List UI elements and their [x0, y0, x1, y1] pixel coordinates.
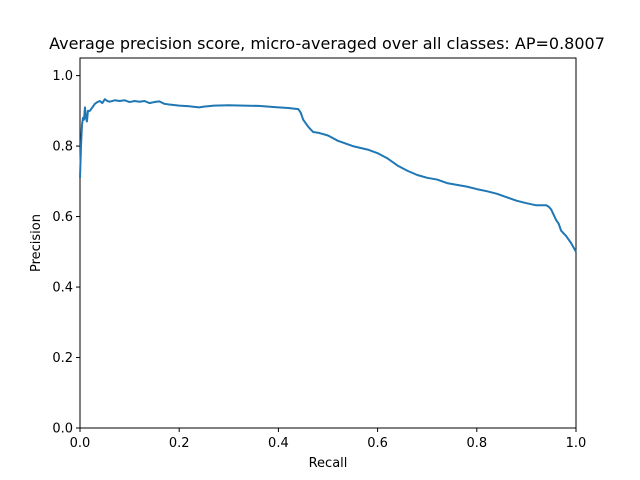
y-tick-label: 0.8: [52, 140, 73, 155]
x-tick-label: 1.0: [566, 436, 587, 451]
y-axis: 0.0 0.2 0.4 0.6 0.8 1.0: [52, 69, 80, 437]
precision-recall-curve: [79, 98, 577, 253]
x-axis: 0.0 0.2 0.4 0.6 0.8 1.0: [70, 428, 587, 451]
x-tick-label: 0.6: [367, 436, 388, 451]
y-axis-title: Precision: [29, 214, 44, 272]
y-tick-label: 1.0: [52, 69, 73, 84]
x-tick-label: 0.4: [268, 436, 289, 451]
y-tick-label: 0.2: [52, 351, 73, 366]
y-tick-label: 0.0: [52, 422, 73, 437]
y-tick-label: 0.4: [52, 281, 73, 296]
y-tick-label: 0.6: [52, 210, 73, 225]
x-tick-label: 0.0: [70, 436, 91, 451]
x-axis-title: Recall: [309, 456, 348, 471]
plot-area-frame: [79, 57, 577, 429]
chart-title: Average precision score, micro-averaged …: [49, 34, 605, 53]
x-tick-label: 0.2: [169, 436, 190, 451]
x-tick-label: 0.8: [466, 436, 487, 451]
